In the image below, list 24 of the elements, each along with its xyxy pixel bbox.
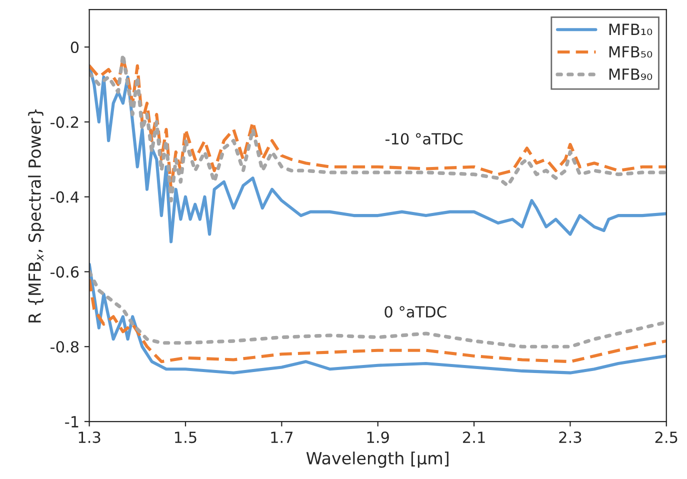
legend-label: MFB₅₀ (609, 46, 652, 58)
annotation: 0 °aTDC (384, 306, 446, 318)
y-tick-label: 0 (70, 41, 79, 54)
y-tick-label: -0.6 (50, 266, 79, 278)
line-series (89, 270, 666, 348)
y-tick-label: -0.4 (50, 191, 79, 203)
x-tick-label: 1.9 (367, 432, 389, 444)
y-tick-label: -1 (65, 416, 78, 428)
x-tick-label: 2.5 (655, 432, 678, 444)
y-tick-label: -0.8 (50, 341, 79, 353)
x-tick-label: 1.7 (271, 432, 293, 443)
y-tick-label: -0.2 (50, 116, 78, 128)
line-series (89, 64, 666, 244)
annotation: -10 °aTDC (385, 133, 462, 145)
legend-label: MFB₉₀ (609, 68, 652, 80)
line-series (89, 262, 666, 374)
x-axis-title: Wavelength [µm] (306, 452, 448, 468)
legend-label: MFB₁₀ (609, 24, 652, 36)
x-tick-label: 1.5 (175, 432, 196, 444)
x-tick-label: 1.3 (78, 432, 100, 444)
x-tick-label: 2.3 (559, 432, 582, 444)
line-series (89, 278, 666, 364)
y-axis-title: R {MFB$_{x}$, Spectral Power} (28, 109, 44, 322)
x-tick-label: 2.1 (463, 432, 485, 443)
